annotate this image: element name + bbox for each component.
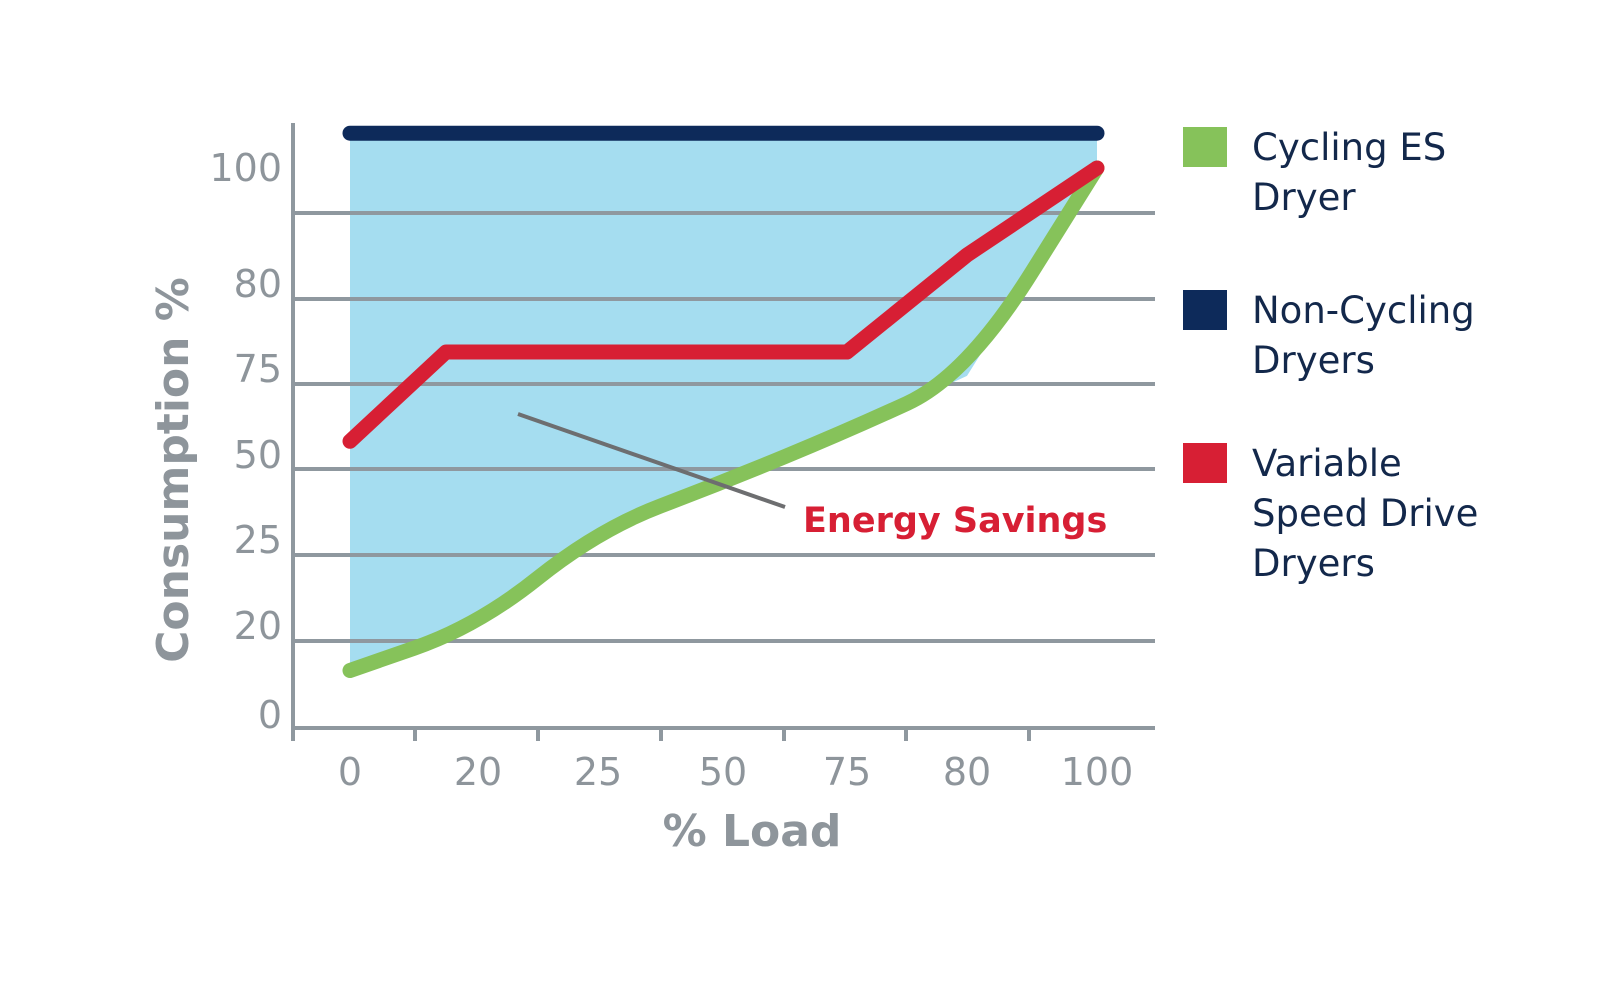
annotation-leader-line xyxy=(517,412,786,509)
cycling-es-dryer-line xyxy=(342,160,1105,678)
x-tick-label-0: 0 xyxy=(338,750,362,794)
axes xyxy=(291,123,1155,741)
energy-savings-area xyxy=(350,133,1097,671)
variable-speed-drive-dryers-line xyxy=(342,160,1105,449)
legend-label-non-cycling-dryers: Non-Cycling Dryers xyxy=(1252,289,1475,382)
x-tick-label-3: 50 xyxy=(699,750,747,794)
legend: Cycling ES Dryer Non-Cycling Dryers Variable… xyxy=(1183,126,1478,585)
legend-swatch-cycling-es-dryer xyxy=(1183,127,1227,167)
y-tick-label-5: 80 xyxy=(234,262,282,306)
x-axis-title: % Load xyxy=(663,806,842,857)
series-lines xyxy=(342,125,1105,678)
y-tick-label-6: 100 xyxy=(209,146,282,190)
y-axis-title: Consumption % xyxy=(148,277,199,663)
x-tick-label-1: 20 xyxy=(454,750,502,794)
y-tick-label-3: 50 xyxy=(234,433,282,477)
legend-item-cycling-es-dryer: Cycling ES Dryer xyxy=(1183,126,1446,219)
annotation-energy-savings: Energy Savings xyxy=(803,501,1107,541)
y-tick-label-0: 0 xyxy=(258,693,282,737)
x-tick-label-4: 75 xyxy=(823,750,871,794)
legend-item-variable-speed-drive-dryers: Variable Speed Drive Dryers xyxy=(1183,442,1478,585)
y-tick-label-1: 20 xyxy=(234,604,282,648)
legend-label-variable-speed-drive-dryers: Variable Speed Drive Dryers xyxy=(1252,442,1478,585)
legend-swatch-non-cycling-dryers xyxy=(1183,290,1227,330)
x-tick-label-6: 100 xyxy=(1061,750,1134,794)
x-tick-label-2: 25 xyxy=(574,750,622,794)
legend-label-cycling-es-dryer: Cycling ES Dryer xyxy=(1252,126,1446,219)
y-tick-label-4: 75 xyxy=(234,347,282,391)
y-tick-label-2: 25 xyxy=(234,518,282,562)
tick-labels: 0 20 25 50 75 80 100 0 20 25 50 75 80 100 xyxy=(209,146,1133,794)
x-tick-label-5: 80 xyxy=(943,750,991,794)
legend-item-non-cycling-dryers: Non-Cycling Dryers xyxy=(1183,289,1475,382)
legend-swatch-variable-speed-drive-dryers xyxy=(1183,443,1227,483)
annotation-layer: Energy Savings xyxy=(517,412,1107,541)
shaded-savings-area-layer xyxy=(350,133,1097,671)
